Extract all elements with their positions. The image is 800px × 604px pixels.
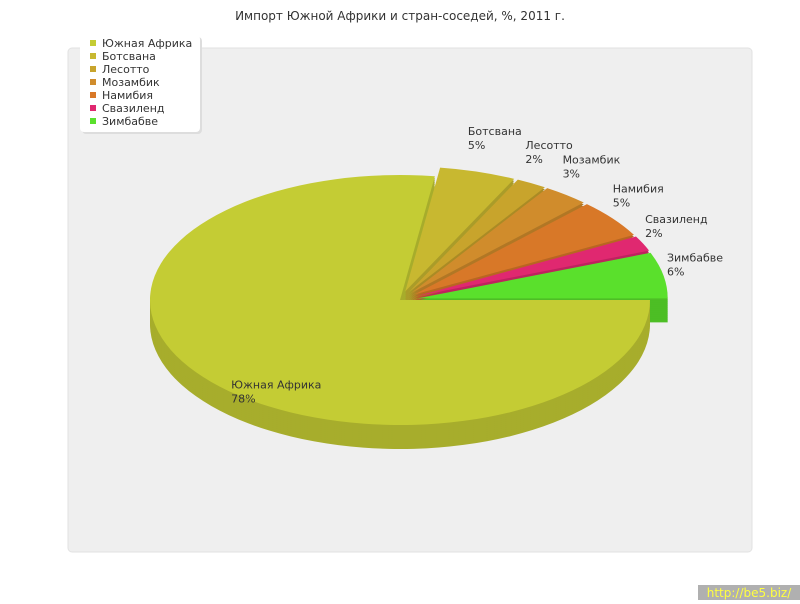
legend-swatch <box>90 92 96 98</box>
chart-title: Импорт Южной Африки и стран-соседей, %, … <box>235 9 565 23</box>
legend-label: Мозамбик <box>102 76 160 89</box>
slice <box>405 167 515 292</box>
legend-label: Лесотто <box>102 63 150 76</box>
legend-label: Ботсвана <box>102 50 156 63</box>
legend-swatch <box>90 79 96 85</box>
slice-value: 5% <box>613 196 630 209</box>
slice <box>417 252 668 299</box>
watermark-bg <box>698 585 800 600</box>
slice-label: Свазиленд <box>645 213 708 226</box>
slice-value: 3% <box>563 167 580 180</box>
legend-swatch <box>90 105 96 111</box>
slice <box>414 204 634 295</box>
slice-label: Намибия <box>613 182 664 195</box>
legend-label: Южная Африка <box>102 37 192 50</box>
slice-value: 2% <box>525 153 542 166</box>
legend-label: Зимбабве <box>102 115 158 128</box>
slice-label: Ботсвана <box>468 125 522 138</box>
slice-label: Мозамбик <box>563 153 621 166</box>
slice <box>416 236 650 297</box>
watermark: http://be5.biz/ <box>707 586 792 600</box>
slice-value: 2% <box>645 227 662 240</box>
slice-value: 6% <box>667 266 684 279</box>
legend-label: Намибия <box>102 89 153 102</box>
slice-value: 5% <box>468 139 485 152</box>
slice <box>411 188 584 293</box>
slice-value: 78% <box>231 393 255 406</box>
slice <box>408 179 545 293</box>
slice-label: Южная Африка <box>231 379 321 392</box>
legend-swatch <box>90 66 96 72</box>
legend-label: Свазиленд <box>102 102 165 115</box>
slice-label: Лесотто <box>525 139 573 152</box>
legend-swatch <box>90 53 96 59</box>
slice-label: Зимбабве <box>667 252 723 265</box>
legend-swatch <box>90 118 96 124</box>
legend <box>80 35 200 132</box>
slice <box>150 174 651 426</box>
legend-swatch <box>90 40 96 46</box>
